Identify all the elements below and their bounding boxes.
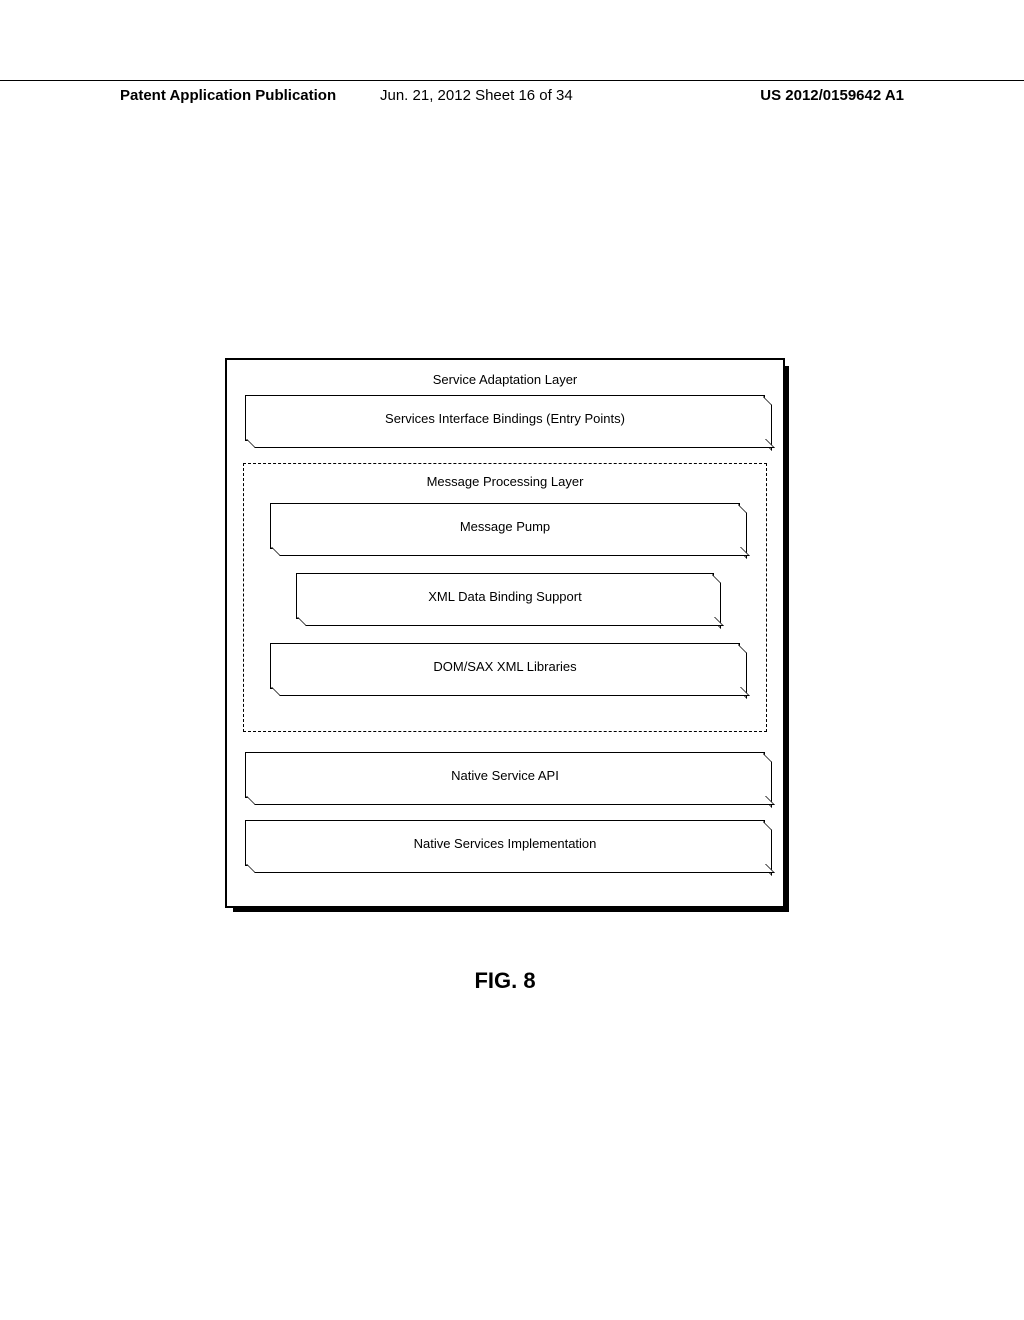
message-pump-block: Message Pump xyxy=(270,503,740,549)
dom-sax-wrap: DOM/SAX XML Libraries xyxy=(270,643,740,689)
service-adaptation-layer-box: Service Adaptation Layer Services Interf… xyxy=(225,358,785,908)
native-services-impl-block: Native Services Implementation xyxy=(245,820,765,866)
page-header: Patent Application Publication Jun. 21, … xyxy=(0,80,1024,87)
figure-container: Service Adaptation Layer Services Interf… xyxy=(225,358,785,994)
outer-layer-title: Service Adaptation Layer xyxy=(239,372,771,387)
header-middle: Jun. 21, 2012 Sheet 16 of 34 xyxy=(380,87,573,104)
dom-sax-block: DOM/SAX XML Libraries xyxy=(270,643,740,689)
native-services-impl-label: Native Services Implementation xyxy=(414,836,597,851)
header-left: Patent Application Publication xyxy=(120,87,336,104)
xml-binding-wrap: XML Data Binding Support xyxy=(296,573,714,619)
native-service-api-label: Native Service API xyxy=(451,768,559,783)
native-api-wrap: Native Service API xyxy=(245,752,765,798)
xml-data-binding-block: XML Data Binding Support xyxy=(296,573,714,619)
services-interface-bindings-label: Services Interface Bindings (Entry Point… xyxy=(385,411,625,426)
message-processing-layer-group: Message Processing Layer Message Pump XM… xyxy=(243,463,767,732)
message-processing-layer-title: Message Processing Layer xyxy=(266,474,744,489)
native-service-api-block: Native Service API xyxy=(245,752,765,798)
figure-caption: FIG. 8 xyxy=(225,968,785,994)
services-interface-block-wrap: Services Interface Bindings (Entry Point… xyxy=(245,395,765,441)
services-interface-bindings-block: Services Interface Bindings (Entry Point… xyxy=(245,395,765,441)
message-pump-wrap: Message Pump xyxy=(270,503,740,549)
native-impl-wrap: Native Services Implementation xyxy=(245,820,765,866)
header-right: US 2012/0159642 A1 xyxy=(760,87,904,104)
dom-sax-label: DOM/SAX XML Libraries xyxy=(433,659,576,674)
xml-data-binding-label: XML Data Binding Support xyxy=(428,589,581,604)
message-pump-label: Message Pump xyxy=(460,519,550,534)
